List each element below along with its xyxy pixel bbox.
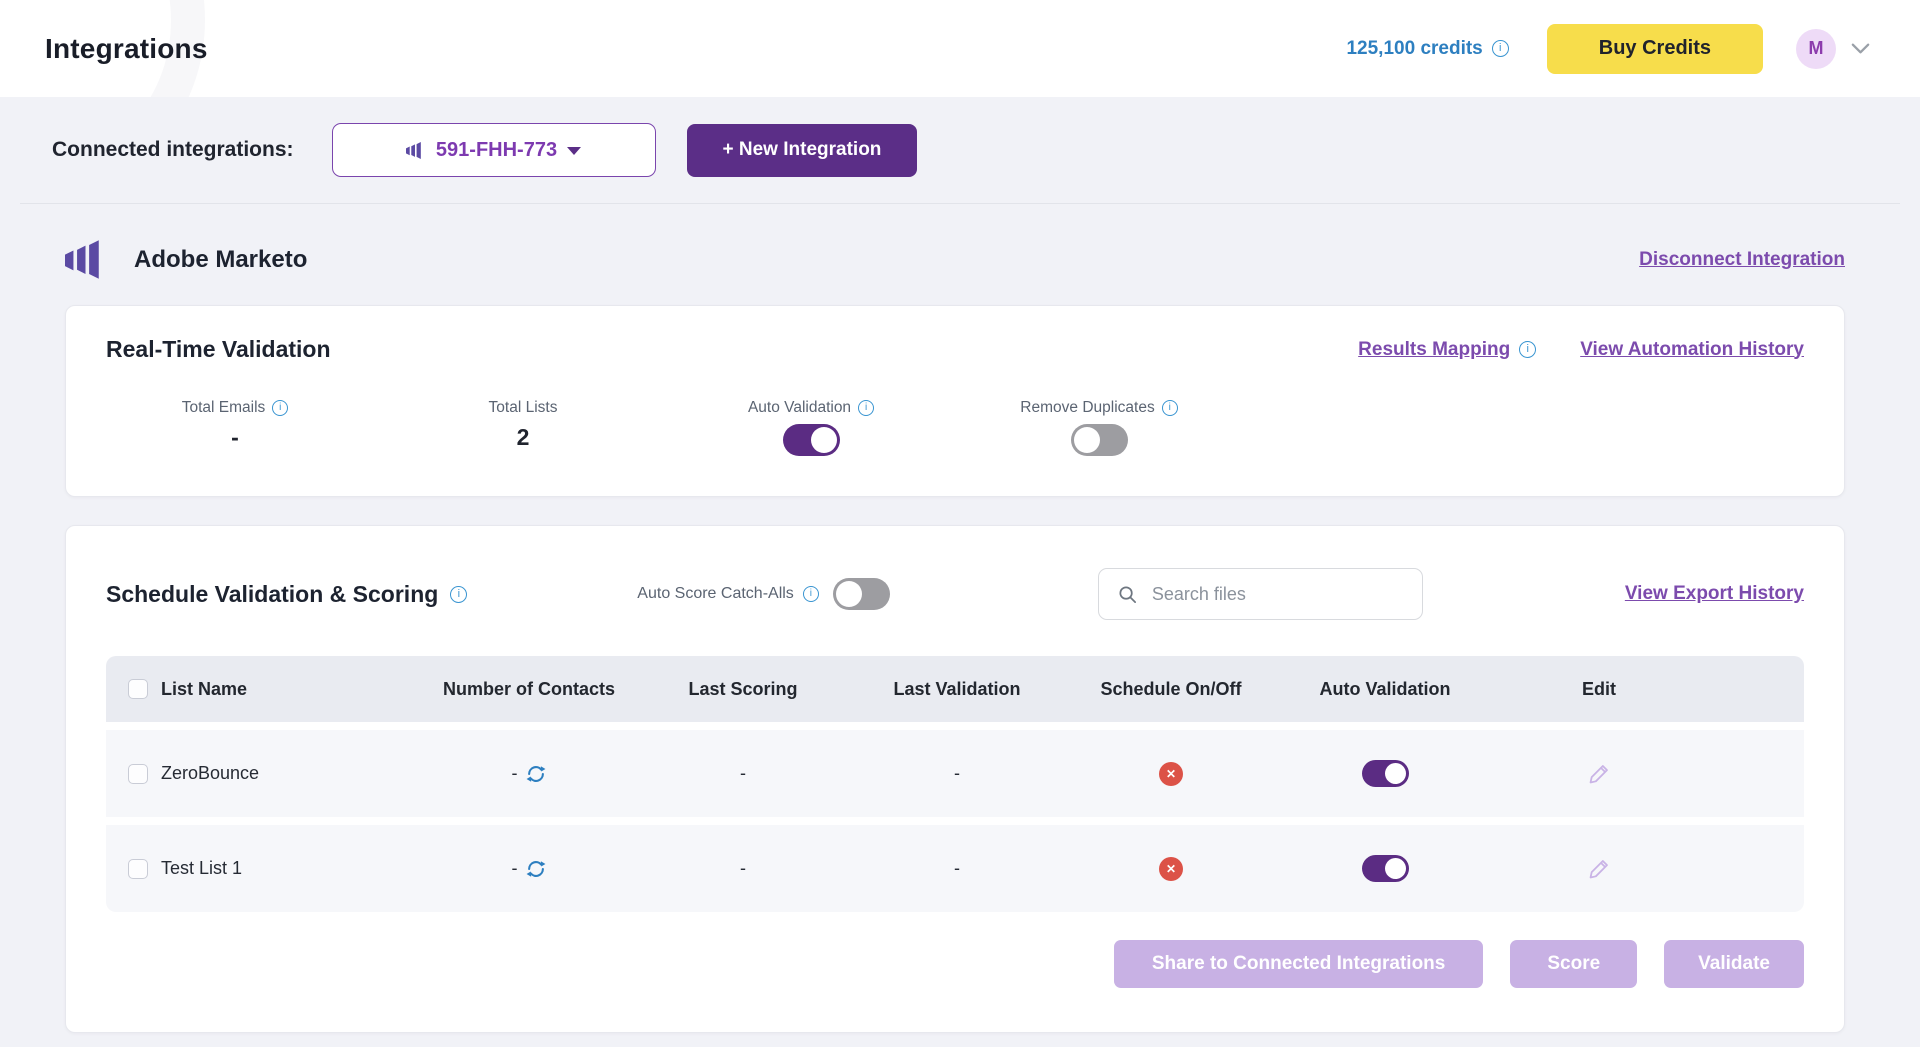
score-button[interactable]: Score [1510,940,1638,988]
col-last-scoring: Last Scoring [688,678,798,699]
auto-score-info-icon[interactable]: i [802,586,819,602]
table-row: ZeroBounce - - - [106,730,1804,817]
share-to-connected-integrations-button[interactable]: Share to Connected Integrations [1113,940,1484,988]
auto-score-label: Auto Score Catch-Alls [637,585,794,602]
total-lists-value: 2 [516,424,530,450]
auto-validation-toggle[interactable] [782,424,840,456]
caret-down-icon [567,147,582,155]
list-name: Test List 1 [161,858,243,878]
total-emails-value: - [231,424,239,450]
edit-pencil-icon[interactable] [1587,856,1612,881]
contacts-value: - [511,858,518,878]
search-input[interactable] [1151,583,1406,605]
remove-duplicates-info-icon[interactable]: i [1161,400,1178,416]
col-number-of-contacts: Number of Contacts [442,678,615,699]
realtime-validation-title: Real-Time Validation [106,336,331,362]
stat-total-lists: Total Lists 2 [379,399,667,456]
integration-section-header: Adobe Marketo Disconnect Integration [65,240,1845,279]
validate-button[interactable]: Validate [1664,940,1804,988]
col-last-validation: Last Validation [893,678,1021,699]
view-automation-history-link[interactable]: View Automation History [1580,338,1804,360]
last-scoring-value: - [740,763,746,783]
auto-score-group: Auto Score Catch-Alls i [637,578,890,610]
disconnect-integration-link[interactable]: Disconnect Integration [1639,248,1845,270]
connected-integrations-label: Connected integrations: [52,138,294,161]
list-name: ZeroBounce [161,763,260,783]
connected-integrations-row: Connected integrations: 591-FHH-773 + Ne… [0,97,1920,203]
new-integration-button[interactable]: + New Integration [686,123,918,177]
stat-remove-duplicates: Remove Duplicates i [955,399,1243,456]
row-checkbox[interactable] [128,858,148,879]
chevron-down-icon[interactable] [1849,37,1872,60]
schedule-validation-info-icon[interactable]: i [450,585,468,603]
credits-info-icon[interactable]: i [1491,40,1509,57]
lists-table: List Name Number of Contacts Last Scorin… [106,656,1804,912]
schedule-validation-card: Schedule Validation & Scoring i Auto Sco… [65,525,1845,1033]
auto-validation-label: Auto Validation [747,399,852,416]
last-validation-value: - [954,858,960,878]
avatar[interactable]: M [1796,28,1836,69]
top-header: Integrations 125,100 credits i Buy Credi… [0,0,1920,97]
row-checkbox[interactable] [128,763,148,784]
auto-validation-info-icon[interactable]: i [858,400,875,416]
total-emails-label: Total Emails [181,399,266,416]
refresh-icon[interactable] [525,763,547,785]
total-emails-info-icon[interactable]: i [272,400,289,416]
edit-pencil-icon[interactable] [1587,761,1612,786]
total-lists-label: Total Lists [488,399,558,416]
row-auto-validation-toggle[interactable] [1361,760,1409,787]
row-auto-validation-toggle[interactable] [1361,855,1409,882]
last-scoring-value: - [740,858,746,878]
col-list-name: List Name [161,678,248,699]
col-edit: Edit [1582,678,1616,699]
buy-credits-button[interactable]: Buy Credits [1546,23,1763,74]
stat-total-emails: Total Emails i - [91,399,379,456]
col-auto-validation: Auto Validation [1319,678,1451,699]
schedule-off-icon[interactable]: ✕ [1159,761,1183,786]
select-all-checkbox[interactable] [128,679,148,699]
schedule-off-icon[interactable]: ✕ [1159,856,1183,881]
marketo-logo-icon [65,240,106,279]
schedule-validation-title: Schedule Validation & Scoring [106,580,439,607]
marketo-icon [405,141,424,159]
selected-integration-id: 591-FHH-773 [435,138,558,161]
remove-duplicates-toggle[interactable] [1070,424,1128,456]
view-export-history-link[interactable]: View Export History [1624,583,1804,604]
realtime-stats-row: Total Emails i - Total Lists 2 Auto Vali… [91,399,1804,456]
integration-select-dropdown[interactable]: 591-FHH-773 [331,123,656,177]
stat-auto-validation: Auto Validation i [667,399,955,456]
table-actions: Share to Connected Integrations Score Va… [106,940,1804,988]
table-row: Test List 1 - - - [106,825,1804,912]
refresh-icon[interactable] [525,858,547,880]
page-title: Integrations [45,32,208,64]
table-header-row: List Name Number of Contacts Last Scorin… [106,656,1804,722]
results-mapping-info-icon[interactable]: i [1519,341,1537,358]
search-icon [1117,584,1138,605]
search-box[interactable] [1097,568,1423,620]
auto-score-toggle[interactable] [832,578,890,610]
contacts-value: - [511,763,518,783]
remove-duplicates-label: Remove Duplicates [1020,399,1155,416]
last-validation-value: - [954,763,960,783]
realtime-validation-card: Real-Time Validation Results Mapping i V… [65,305,1845,497]
section-divider [20,203,1900,204]
integration-name: Adobe Marketo [134,245,308,273]
credits-balance[interactable]: 125,100 credits [1346,37,1483,59]
col-schedule-on-off: Schedule On/Off [1100,678,1242,699]
results-mapping-link[interactable]: Results Mapping [1358,338,1511,360]
